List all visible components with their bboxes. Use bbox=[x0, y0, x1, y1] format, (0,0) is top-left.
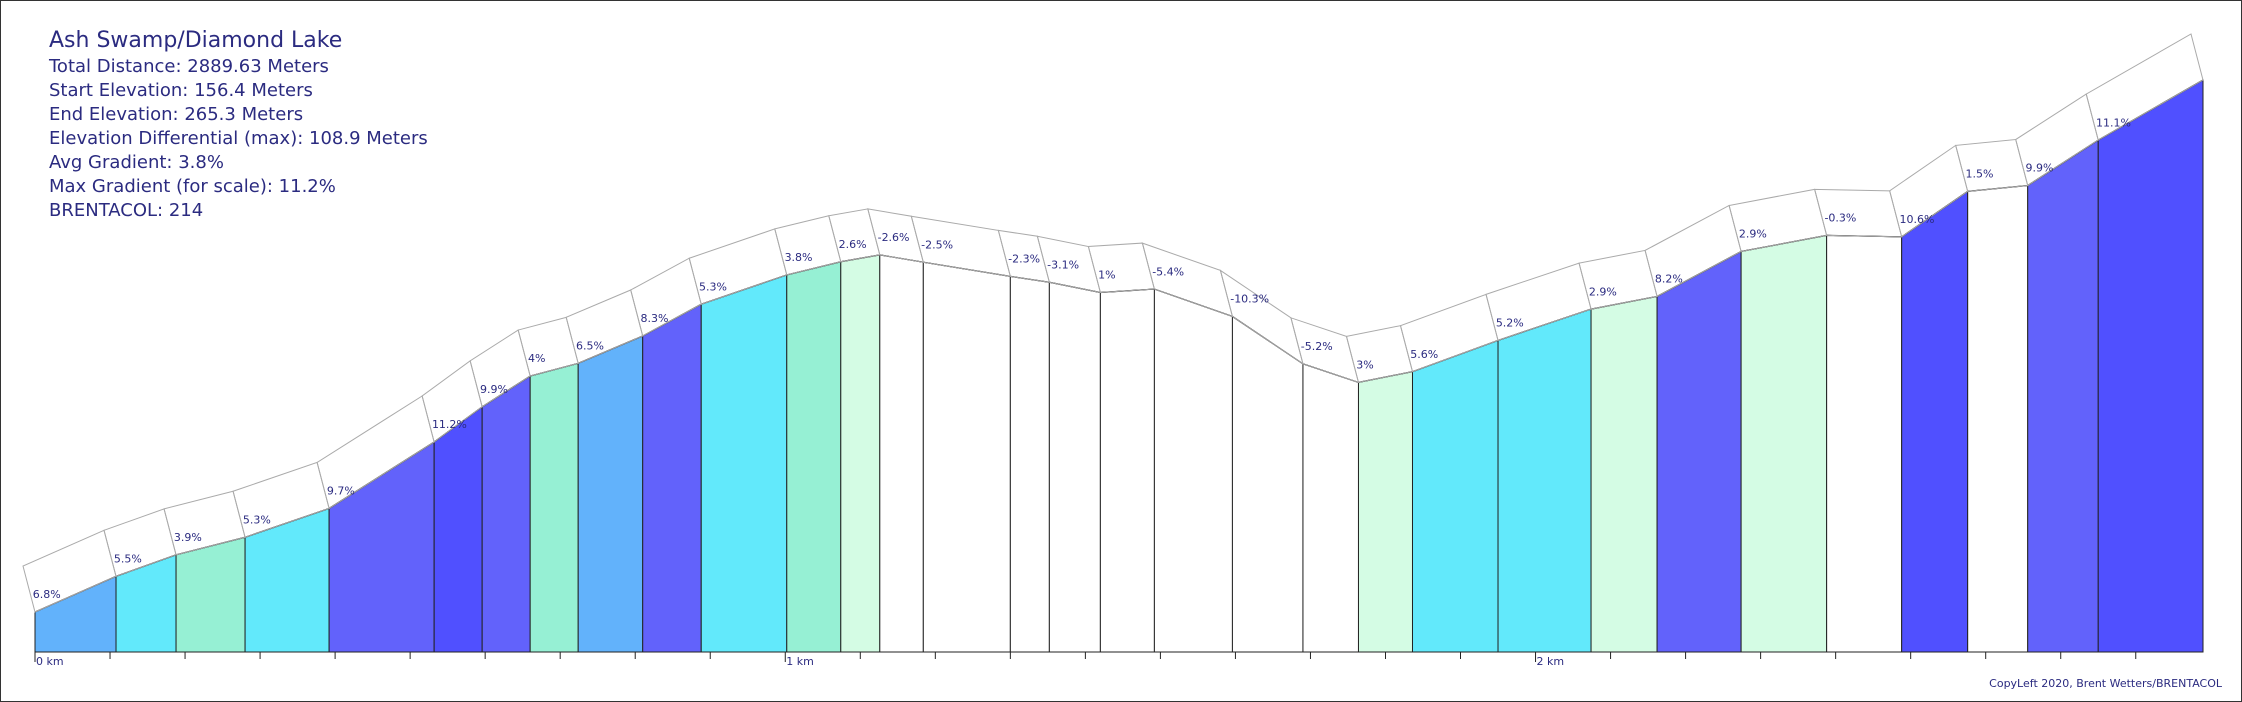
gradient-segment bbox=[922, 261, 1011, 653]
total-distance: Total Distance: 2889.63 Meters bbox=[49, 56, 329, 77]
gradient-label: 11.1% bbox=[2096, 116, 2131, 129]
gradient-segment bbox=[1901, 190, 1969, 653]
gradient-label: 8.3% bbox=[641, 312, 669, 325]
gradient-segment bbox=[2027, 139, 2099, 653]
gradient-label: -10.3% bbox=[1230, 293, 1269, 306]
gradient-segment bbox=[328, 441, 435, 653]
gradient-label: 5.6% bbox=[1410, 348, 1438, 361]
gradient-segment bbox=[1357, 371, 1413, 653]
gradient-segment bbox=[2097, 79, 2204, 653]
gradient-segment bbox=[700, 274, 788, 653]
x-tick-label: 0 km bbox=[36, 655, 64, 668]
gradient-segment bbox=[244, 507, 330, 653]
brentacol-score: BRENTACOL: 214 bbox=[49, 200, 204, 221]
gradient-label: -5.2% bbox=[1301, 340, 1333, 353]
gradient-segment bbox=[115, 554, 177, 653]
gradient-label: 2.6% bbox=[839, 238, 867, 251]
route-title: Ash Swamp/Diamond Lake bbox=[49, 28, 343, 53]
gradient-segment bbox=[175, 536, 246, 653]
gradient-label: -3.1% bbox=[1047, 258, 1079, 271]
gradient-label: -0.3% bbox=[1824, 212, 1856, 225]
gradient-segment bbox=[1153, 288, 1233, 653]
gradient-segment bbox=[642, 303, 702, 653]
gradient-label: 6.8% bbox=[33, 588, 61, 601]
gradient-label: -2.3% bbox=[1008, 253, 1040, 266]
gradient-label: 10.6% bbox=[1899, 213, 1934, 226]
gradient-segments bbox=[34, 79, 2204, 653]
gradient-label: 2.9% bbox=[1589, 285, 1617, 298]
gradient-segment bbox=[1231, 315, 1304, 653]
gradient-label: 9.9% bbox=[480, 383, 508, 396]
x-axis: 0 km 1 km 2 km bbox=[34, 651, 2203, 668]
gradient-segment bbox=[1967, 184, 2029, 653]
x-tick-label: 1 km bbox=[786, 655, 814, 668]
gradient-panel bbox=[828, 208, 881, 263]
gradient-label: 3.8% bbox=[785, 251, 813, 264]
gradient-label: -2.6% bbox=[878, 231, 910, 244]
gradient-label: 9.7% bbox=[327, 485, 355, 498]
gradient-segment bbox=[1497, 308, 1592, 653]
gradient-segment bbox=[840, 254, 881, 653]
gradient-label: 5.5% bbox=[114, 553, 142, 566]
gradient-label-panels: 6.8% 5.5% 3.9% 5.3% 9.7% 11.2% 9.9% 4% 6.5% 8.3% 5… bbox=[22, 33, 2204, 613]
gradient-label: -5.4% bbox=[1152, 265, 1184, 278]
gradient-segment bbox=[1411, 339, 1499, 653]
gradient-segment bbox=[1009, 275, 1050, 653]
gradient-label: 9.9% bbox=[2026, 162, 2054, 175]
gradient-label: 5.3% bbox=[243, 513, 271, 526]
gradient-segment bbox=[1048, 281, 1101, 653]
gradient-segment bbox=[529, 362, 579, 653]
copyleft-credit: CopyLeft 2020, Brent Wetters/BRENTACOL bbox=[1989, 677, 2222, 690]
gradient-label: 1% bbox=[1098, 269, 1115, 282]
max-gradient: Max Gradient (for scale): 11.2% bbox=[49, 176, 336, 197]
gradient-label: 4% bbox=[528, 352, 545, 365]
gradient-label: 2.9% bbox=[1739, 228, 1767, 241]
gradient-label: 3% bbox=[1356, 359, 1373, 372]
gradient-segment bbox=[879, 254, 924, 653]
gradient-label: 6.5% bbox=[576, 340, 604, 353]
gradient-panel bbox=[1955, 138, 2029, 192]
gradient-segment bbox=[433, 405, 483, 653]
gradient-label: 5.2% bbox=[1496, 317, 1524, 330]
route-info: Ash Swamp/Diamond Lake Total Distance: 2… bbox=[49, 27, 428, 223]
elevation-differential: Elevation Differential (max): 108.9 Mete… bbox=[49, 128, 428, 149]
gradient-segment bbox=[1302, 363, 1359, 653]
gradient-label: 5.3% bbox=[699, 280, 727, 293]
gradient-panel bbox=[2085, 33, 2204, 141]
gradient-label: 1.5% bbox=[1965, 168, 1993, 181]
avg-gradient: Avg Gradient: 3.8% bbox=[49, 152, 224, 173]
gradient-segment bbox=[577, 335, 644, 653]
gradient-segment bbox=[1740, 234, 1828, 653]
gradient-label: 3.9% bbox=[174, 531, 202, 544]
gradient-segment bbox=[1826, 234, 1903, 653]
gradient-label: -2.5% bbox=[921, 238, 953, 251]
gradient-segment bbox=[1590, 295, 1658, 653]
gradient-segment bbox=[481, 375, 531, 653]
gradient-segment bbox=[1099, 288, 1155, 653]
gradient-label: 11.2% bbox=[432, 418, 467, 431]
gradient-label: 8.2% bbox=[1655, 273, 1683, 286]
gradient-segment bbox=[786, 261, 842, 653]
end-elevation: End Elevation: 265.3 Meters bbox=[49, 104, 304, 125]
x-tick-label: 2 km bbox=[1537, 655, 1565, 668]
gradient-segment bbox=[1656, 250, 1742, 653]
start-elevation: Start Elevation: 156.4 Meters bbox=[49, 80, 313, 101]
